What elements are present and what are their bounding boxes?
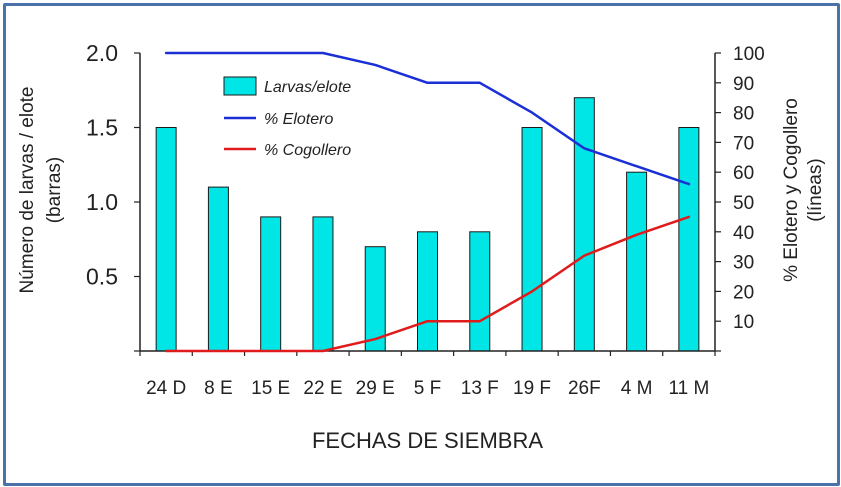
- x-tick-label: 5 F: [414, 378, 441, 399]
- right-tick-label: 70: [733, 133, 754, 154]
- right-tick-label: 80: [733, 104, 754, 125]
- left-axis-title-line-2: (barras): [44, 157, 65, 224]
- bar-1: [155, 127, 177, 352]
- bar-6: [417, 231, 438, 352]
- legend-label-elotero: % Elotero: [264, 111, 333, 128]
- bar-series-larvas: [155, 97, 700, 352]
- x-tick-label: 11 M: [668, 378, 709, 399]
- x-tick-label: 22 E: [303, 378, 342, 399]
- right-tick-label: 50: [733, 193, 754, 214]
- bar-8: [521, 127, 543, 352]
- right-tick-label: 30: [733, 253, 754, 274]
- legend-swatch-larvas: [223, 76, 257, 96]
- bar-4: [312, 216, 334, 352]
- left-axis-title-line-1: Número de larvas / elote: [17, 87, 38, 294]
- x-tick-label: 19 F: [513, 378, 551, 399]
- x-tick-label: 29 E: [356, 378, 395, 399]
- right-tick-label: 40: [733, 223, 754, 244]
- x-tick-label: 24 D: [146, 378, 186, 399]
- x-tick-label: 26F: [568, 378, 601, 399]
- bar-11: [678, 127, 700, 352]
- x-axis-title: FECHAS DE SIEMBRA: [312, 428, 543, 453]
- bar-10: [626, 171, 648, 352]
- x-tick-label: 8 E: [204, 378, 233, 399]
- right-axis-title-line-1: % Elotero y Cogollero: [781, 98, 802, 282]
- bar-7: [469, 231, 491, 352]
- line-elotero: [164, 51, 691, 186]
- axis-titles: FECHAS DE SIEMBRA Número de larvas / elot…: [17, 87, 826, 454]
- left-tick-label: 0.5: [86, 264, 118, 290]
- line-series: [164, 51, 691, 353]
- line-cogollero: [164, 215, 691, 353]
- right-tick-label: 90: [733, 74, 754, 95]
- left-tick-label: 1.5: [86, 115, 118, 141]
- right-tick-label: 10: [733, 312, 754, 333]
- bar-5: [364, 246, 386, 352]
- right-tick-label: 100: [733, 44, 765, 65]
- right-axis-title-line-2: (líneas): [805, 158, 826, 221]
- x-tick-label: 15 E: [251, 378, 290, 399]
- axes: 0.5 1.0 1.5 2.0 10 20 30 40 50 60 70 80 90 100 24 D 8 E…: [86, 40, 765, 399]
- legend-label-cogollero: % Cogollero: [264, 142, 351, 159]
- bar-3: [260, 216, 282, 352]
- right-tick-label: 20: [733, 282, 754, 303]
- bar-9: [573, 97, 595, 352]
- x-tick-label: 4 M: [621, 378, 653, 399]
- left-tick-label: 2.0: [86, 40, 118, 66]
- right-tick-label: 60: [733, 163, 754, 184]
- legend: Larvas/elote % Elotero % Cogollero: [223, 76, 351, 159]
- bar-2: [207, 186, 229, 352]
- x-tick-label: 13 F: [461, 378, 499, 399]
- legend-label-larvas: Larvas/elote: [264, 79, 351, 96]
- left-tick-label: 1.0: [86, 189, 118, 215]
